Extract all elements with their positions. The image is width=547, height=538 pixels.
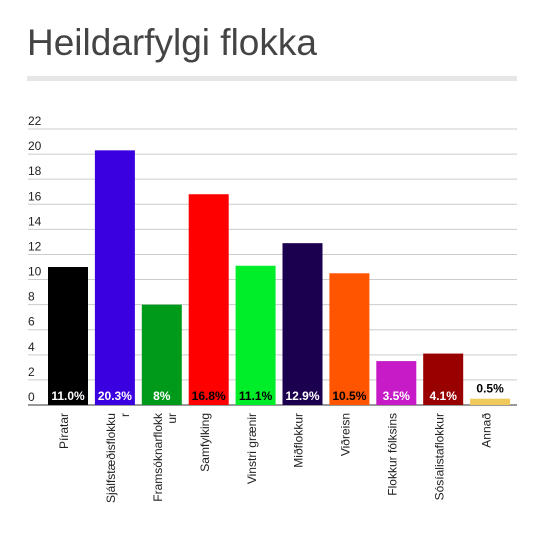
y-tick-label: 4	[28, 340, 35, 354]
y-tick-label: 6	[28, 315, 35, 329]
y-tick-label: 10	[28, 265, 42, 279]
data-label: 0.5%	[476, 382, 504, 396]
bar	[188, 194, 229, 405]
y-tick-label: 18	[28, 164, 42, 178]
y-tick-label: 14	[28, 214, 42, 228]
data-labels: 11.0% 20.3% 8% 16.8% 11.1% 12.9% 10.5% 3.5% 4.1%…	[51, 382, 504, 403]
bar	[329, 273, 370, 405]
x-category-label: Vinstri grænir	[245, 413, 259, 484]
y-tick-label: 0	[28, 390, 35, 404]
bar	[376, 361, 417, 405]
y-tick-label: 8	[28, 290, 35, 304]
data-label: 11.0%	[51, 389, 85, 403]
x-category-label: Miðflokkur	[292, 413, 306, 468]
x-category-label: Píratar	[57, 413, 71, 449]
bar	[282, 243, 323, 405]
x-axis-labels: Píratar Sjálfstæðisflokku r Framsóknarflokk…	[57, 412, 493, 503]
x-category-label: Sjálfstæðisflokku	[104, 413, 118, 503]
data-label: 20.3%	[98, 389, 132, 403]
y-tick-label: 12	[28, 239, 42, 253]
y-tick-label: 20	[28, 139, 42, 153]
data-label: 12.9%	[285, 389, 319, 403]
bars	[48, 150, 511, 405]
data-label: 10.5%	[332, 389, 366, 403]
data-label: 3.5%	[383, 389, 411, 403]
bar	[48, 267, 88, 405]
bar	[235, 265, 276, 405]
data-label: 4.1%	[430, 389, 458, 403]
y-tick-label: 16	[28, 189, 42, 203]
x-category-label: ur	[165, 413, 179, 424]
data-label: 11.1%	[239, 389, 273, 403]
x-category-label: Annað	[479, 413, 493, 448]
x-category-label: Samfylking	[198, 413, 212, 472]
title-divider	[27, 76, 517, 81]
bar	[470, 398, 511, 405]
y-axis-ticks: 0 2 4 6 8 10 12 14 16 18 20 22	[28, 114, 42, 404]
data-label: 8%	[153, 389, 171, 403]
x-category-label: Flokkur fólksins	[385, 413, 399, 496]
bar	[423, 353, 464, 405]
y-tick-label: 2	[28, 365, 35, 379]
y-tick-label: 22	[28, 114, 42, 128]
chart-title: Heildarfylgi flokka	[27, 22, 317, 63]
x-category-label: Framsóknarflokk	[151, 412, 165, 502]
x-category-label: Viðreisn	[339, 413, 353, 456]
bar	[141, 304, 182, 405]
x-category-label: Sósíalistaflokkur	[432, 413, 446, 500]
bar	[94, 150, 135, 405]
data-label: 16.8%	[192, 389, 226, 403]
x-category-label: r	[118, 413, 132, 417]
